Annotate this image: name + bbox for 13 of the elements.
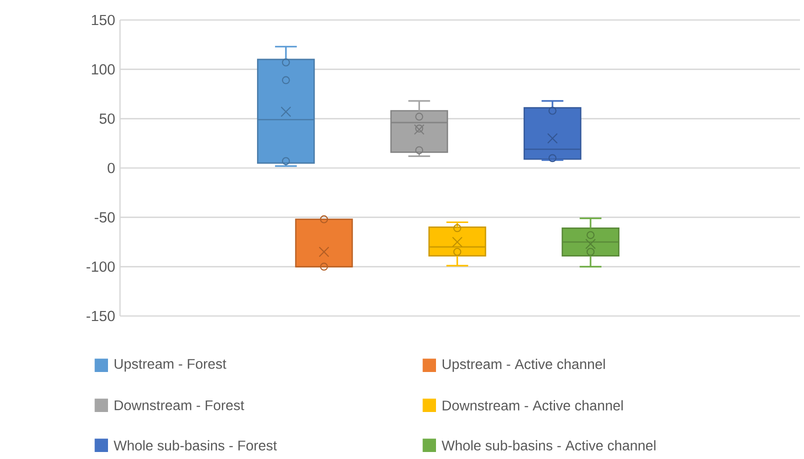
y-tick-label: -100 — [86, 262, 115, 272]
y-tick-label: 0 — [108, 162, 115, 174]
legend-label: Upstream - Active channel — [442, 358, 605, 372]
legend-label: Downstream - Forest — [114, 400, 244, 410]
y-tick-label: 150 — [92, 14, 115, 26]
y-tick-label: 100 — [92, 64, 115, 75]
y-tick-label: -150 — [86, 310, 115, 322]
y-tick-label: 50 — [100, 114, 115, 124]
legend-label: Downstream - Active channel — [442, 400, 623, 411]
y-tick-label: -50 — [94, 212, 115, 223]
legend-label: Whole sub-basins - Active channel — [442, 440, 656, 451]
legend-label: Upstream - Forest — [114, 359, 226, 372]
legend-label: Whole sub-basins - Forest — [114, 440, 277, 451]
